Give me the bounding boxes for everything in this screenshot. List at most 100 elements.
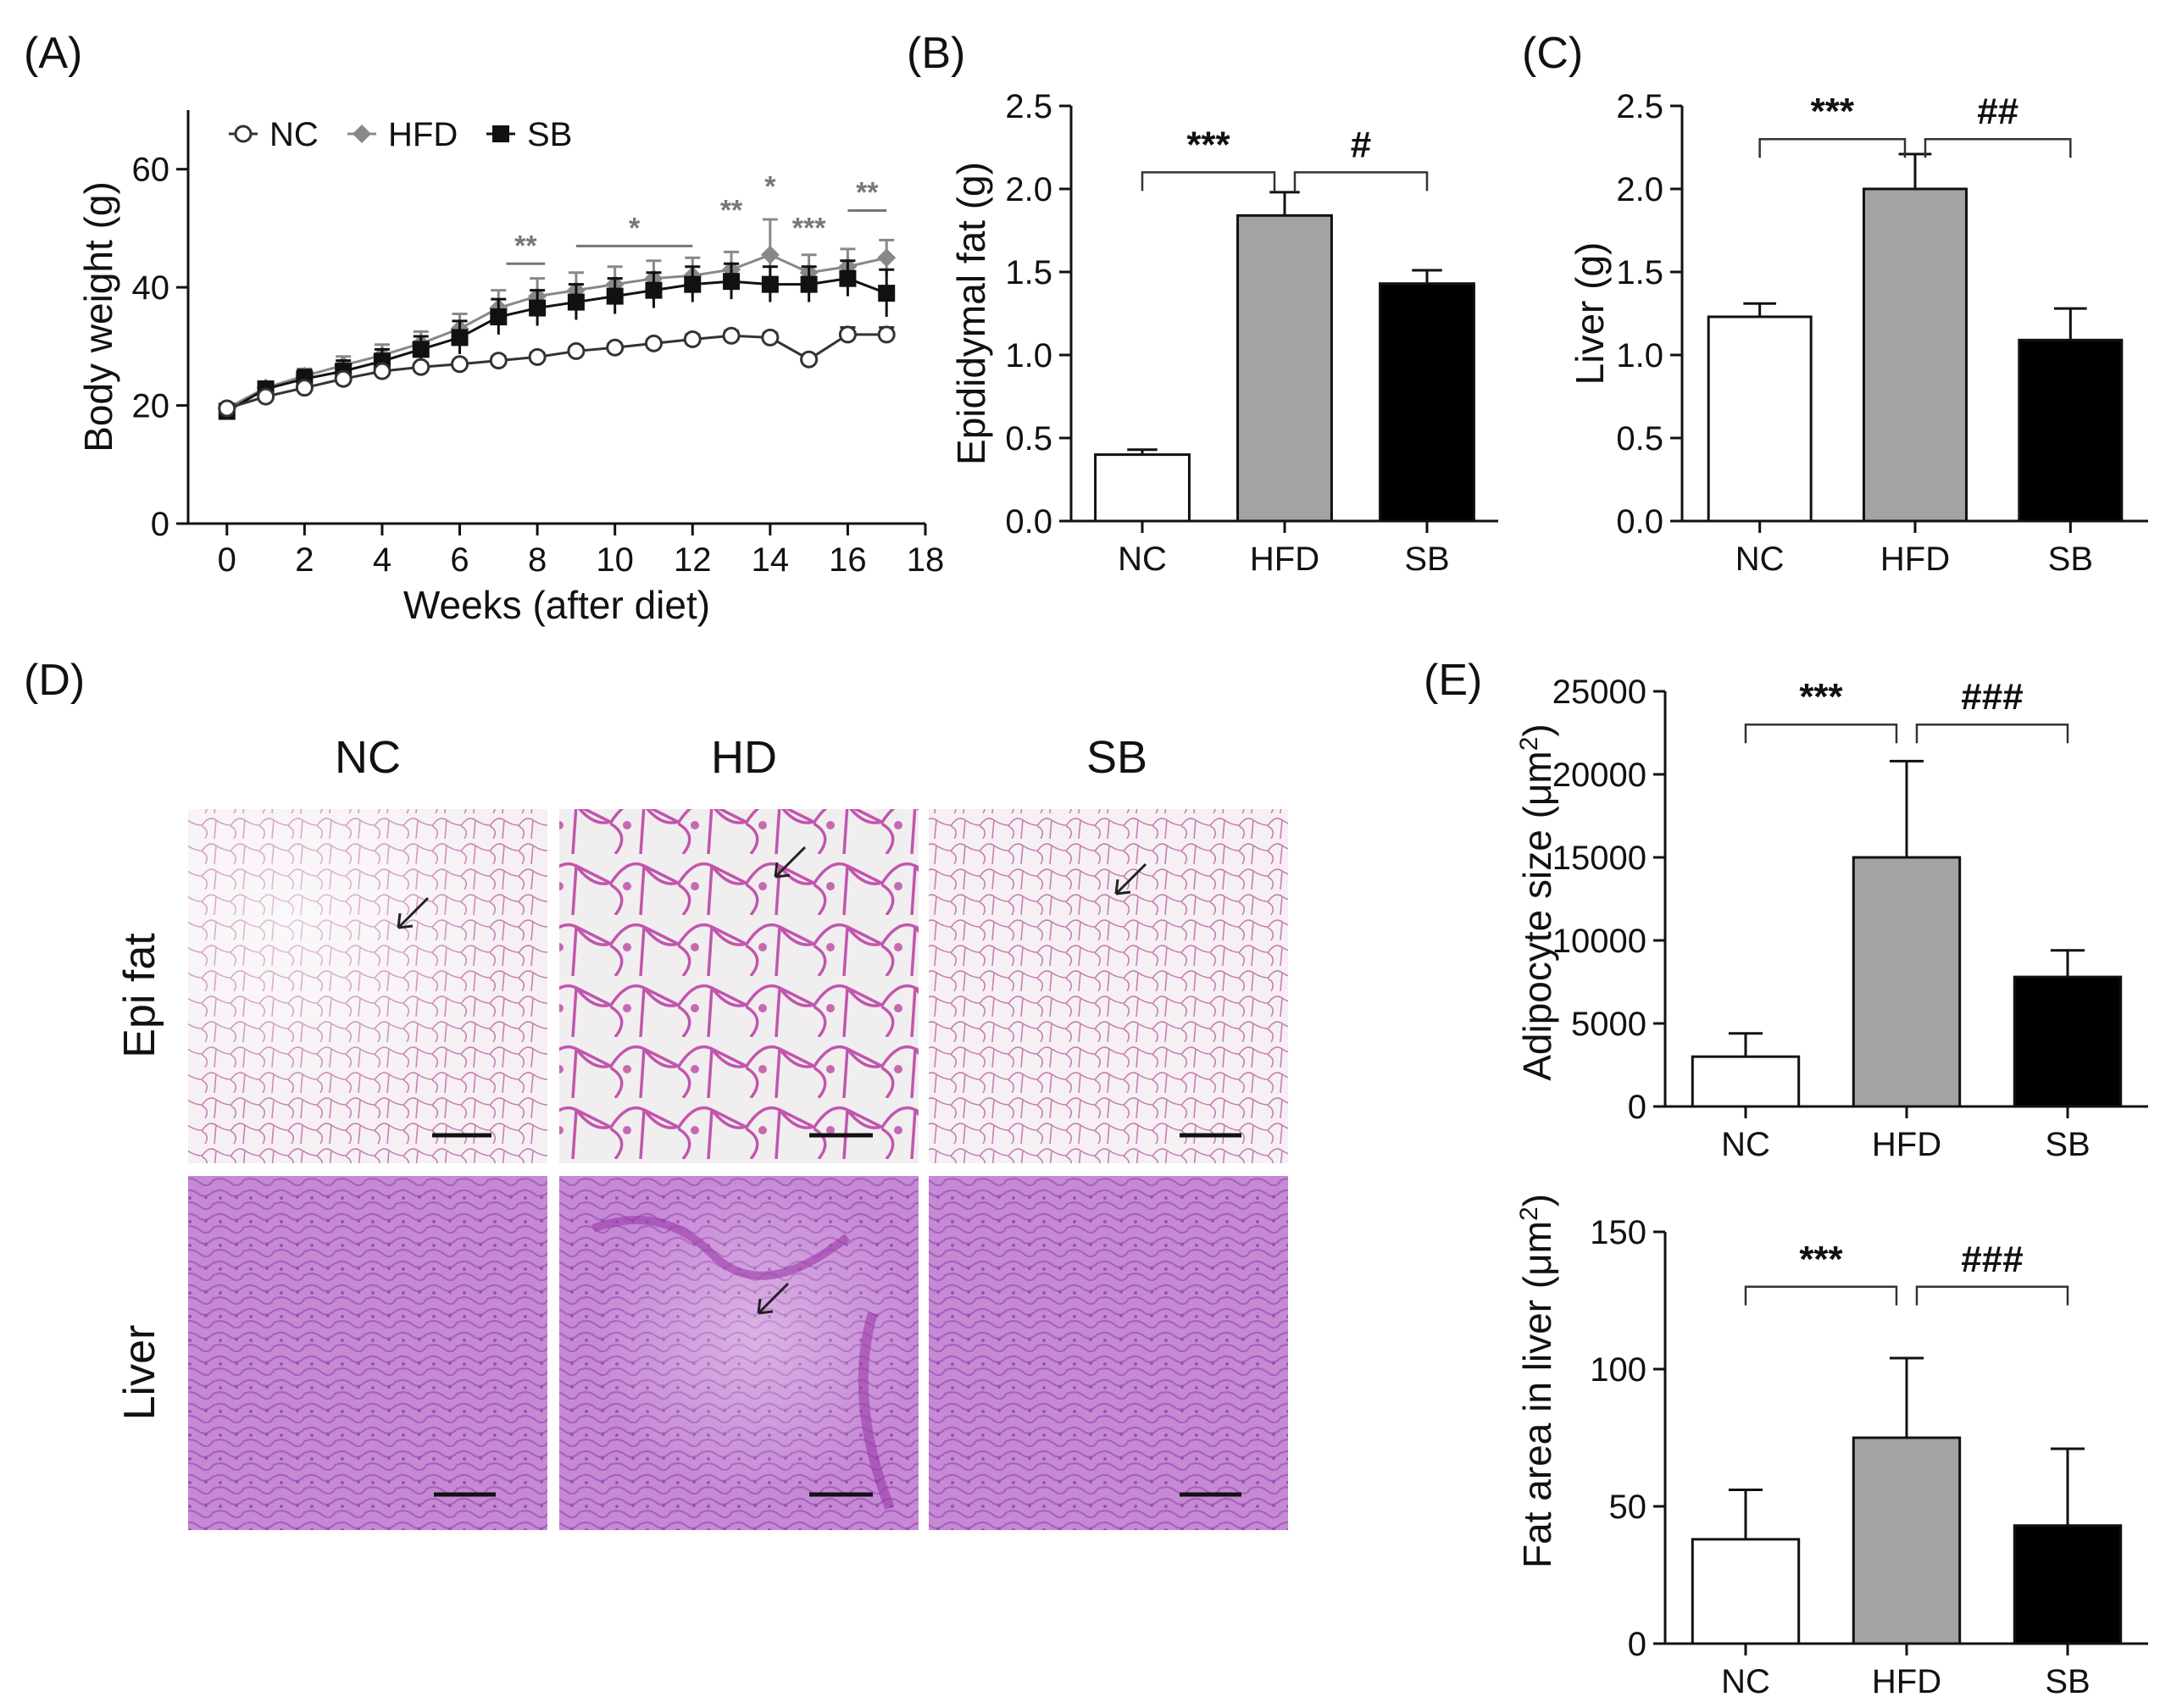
- liver-weight-bar-chart: 0.0 0.5 1.0 1.5 2.0 2.5 NC HFD SB *** ## Liver (g): [1568, 88, 2148, 578]
- data-point: [839, 269, 857, 287]
- significance-bracket: [1924, 137, 2072, 158]
- legend-marker: [234, 125, 253, 143]
- adipocyte-size-bar-chart: 0 5000 10000 15000 20000 25000 NC HFD SB *** ###: [1552, 674, 2148, 1163]
- series-line: [226, 277, 887, 413]
- histology-row-liver: Liver: [115, 1325, 164, 1421]
- category-label: NC: [1118, 541, 1167, 578]
- data-point: [451, 355, 469, 374]
- histology-col-sb: SB: [1086, 732, 1147, 783]
- panel-a-label: (A): [24, 29, 82, 78]
- bar-hfd: [1852, 1436, 1962, 1645]
- data-point: [489, 352, 508, 370]
- significance-marker: #: [1351, 124, 1371, 165]
- y-tick-label: 1.0: [1616, 337, 1663, 374]
- data-point: [645, 281, 663, 299]
- bar-nc: [1094, 453, 1191, 523]
- significance-bracket: [1915, 723, 2069, 744]
- histology-image-liver-nc: [188, 1176, 547, 1530]
- data-point: [295, 379, 314, 397]
- histology-image-epi-hd: [559, 809, 919, 1163]
- significance-marker: **: [720, 194, 743, 226]
- x-tick-label: 8: [528, 541, 547, 579]
- bar-hfd: [1236, 214, 1333, 523]
- x-tick-label: 16: [829, 541, 867, 579]
- data-point: [877, 248, 897, 268]
- category-label: SB: [1404, 541, 1449, 578]
- panel-e-top-ylabel: Adipocyte size (μm2): [1515, 724, 1559, 1081]
- bar-sb: [2018, 338, 2124, 523]
- data-point: [800, 350, 819, 369]
- x-tick-label: 14: [752, 541, 790, 579]
- x-tick-label: 4: [373, 541, 391, 579]
- x-tick-label: 0: [218, 541, 236, 579]
- significance-bracket: [1744, 723, 1898, 744]
- category-label: HFD: [1872, 1126, 1941, 1163]
- bar-nc: [1691, 1538, 1801, 1645]
- y-tick-label: 0: [1628, 1626, 1646, 1663]
- category-label: HFD: [1880, 541, 1950, 578]
- data-point: [567, 293, 585, 311]
- panel-e-bottom-ylabel-end: ): [1515, 1194, 1559, 1206]
- significance-marker: ***: [1811, 91, 1855, 132]
- data-point: [838, 325, 857, 344]
- data-point: [451, 329, 469, 347]
- significance-bracket: [1141, 171, 1276, 191]
- data-point: [644, 334, 663, 352]
- series-hfd: [217, 218, 897, 419]
- data-point: [334, 369, 353, 388]
- data-point: [877, 325, 896, 344]
- y-tick-label: 0.5: [1616, 420, 1663, 458]
- data-point: [760, 245, 780, 264]
- significance-marker: *: [629, 212, 641, 244]
- histology-row-epi-fat: Epi fat: [115, 933, 164, 1058]
- data-point: [606, 338, 625, 357]
- significance-marker: ***: [792, 212, 826, 244]
- category-label: HFD: [1250, 541, 1319, 578]
- data-point: [606, 287, 624, 305]
- significance-marker: ***: [1186, 124, 1230, 165]
- data-point: [412, 341, 430, 358]
- data-point: [761, 328, 780, 347]
- data-point: [684, 275, 702, 293]
- data-point: [412, 358, 430, 376]
- y-tick-label: 2.5: [1005, 88, 1052, 125]
- y-tick-label: 0.5: [1005, 420, 1052, 458]
- panel-e-top-ylabel-sup: 2: [1515, 737, 1543, 751]
- significance-marker: *: [764, 171, 776, 203]
- data-point: [683, 330, 702, 348]
- legend-label: SB: [527, 116, 572, 153]
- significance-marker: ###: [1961, 676, 2023, 718]
- significance-bracket: [1293, 171, 1429, 191]
- x-tick-label: 18: [907, 541, 945, 579]
- y-tick-label: 2.0: [1005, 171, 1052, 208]
- bar-hfd: [1863, 187, 1968, 523]
- data-point: [800, 275, 818, 293]
- data-point: [761, 275, 779, 293]
- bar-sb: [2013, 975, 2123, 1108]
- y-tick-label: 0: [151, 506, 169, 543]
- y-axis-label: Epididymal fat (g): [949, 162, 993, 465]
- data-point: [722, 326, 741, 345]
- data-point: [567, 341, 586, 360]
- histology-image-epi-sb: [929, 809, 1288, 1163]
- bar-nc: [1707, 315, 1813, 523]
- bar-sb: [2013, 1524, 2123, 1645]
- epididymal-fat-bar-chart: 0.0 0.5 1.0 1.5 2.0 2.5 NC HFD SB *** # Epididymal …: [949, 88, 1498, 578]
- histology-image-epi-nc: [188, 809, 547, 1163]
- category-label: NC: [1721, 1663, 1770, 1700]
- panel-e-label: (E): [1424, 656, 1482, 705]
- panel-d-label: (D): [24, 656, 85, 705]
- significance-bracket: [1758, 137, 1907, 158]
- significance-bracket: [1744, 1285, 1898, 1306]
- y-tick-label: 0.0: [1005, 503, 1052, 541]
- y-tick-label: 15000: [1552, 840, 1646, 877]
- series-nc: [218, 325, 896, 418]
- y-tick-label: 0.0: [1616, 503, 1663, 541]
- significance-marker: **: [514, 230, 537, 262]
- legend: NC HFD SB: [229, 116, 572, 153]
- bar-hfd: [1852, 856, 1962, 1108]
- x-tick-label: 10: [596, 541, 634, 579]
- category-label: SB: [2048, 541, 2093, 578]
- y-tick-label: 2.5: [1616, 88, 1663, 125]
